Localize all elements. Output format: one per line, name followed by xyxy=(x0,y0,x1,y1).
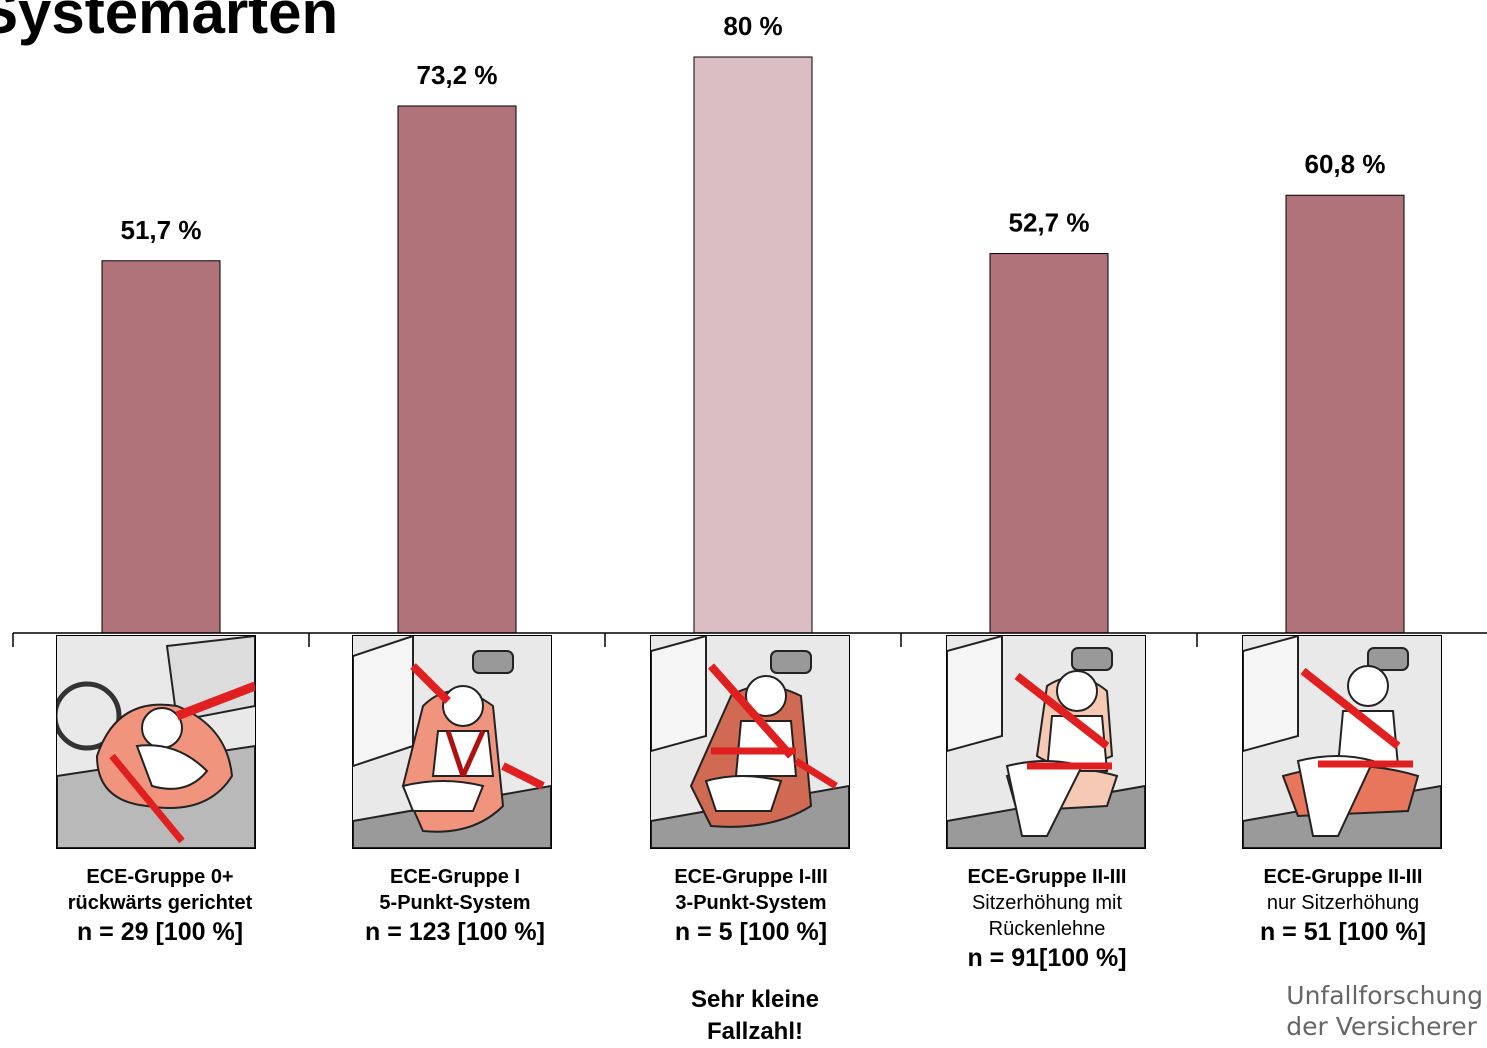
logo-line-2: der Versicherer xyxy=(1286,1012,1477,1041)
bar-value-label: 52,7 % xyxy=(1009,208,1090,238)
three-point-belt-seat-icon xyxy=(650,635,850,849)
category-name: ECE-Gruppe II-III xyxy=(967,866,1127,888)
category-caption: ECE-Gruppe 0+ rückwärts gerichtet n = 29… xyxy=(30,864,290,948)
sample-size: n = 29 [100 %] xyxy=(76,918,244,946)
sample-size: n = 91[100 %] xyxy=(967,944,1127,972)
sample-size: n = 51 [100 %] xyxy=(1259,918,1427,946)
category-description: rückwärts gerichtet xyxy=(67,892,253,914)
bar-value-label: 51,7 % xyxy=(121,215,202,245)
category-description: Sitzerhöhung mit xyxy=(971,892,1123,914)
sample-size: n = 5 [100 %] xyxy=(674,918,828,946)
booster-cushion-icon xyxy=(1242,635,1442,849)
category-name: ECE-Gruppe II-III xyxy=(1263,866,1423,888)
category-name: ECE-Gruppe I-III xyxy=(674,866,828,888)
category-caption: ECE-Gruppe I 5-Punkt-System n = 123 [100… xyxy=(325,864,585,948)
sample-size: n = 123 [100 %] xyxy=(365,918,545,946)
category-description-line2: Rückenlehne xyxy=(988,918,1106,940)
small-sample-note: Sehr kleine Fallzahl! xyxy=(625,984,885,1048)
infant-carrier-icon xyxy=(56,635,256,849)
category-description: nur Sitzerhöhung xyxy=(1266,892,1420,914)
bar xyxy=(693,56,813,634)
page-title: Systemarten xyxy=(0,0,339,46)
category-caption: ECE-Gruppe II-III nur Sitzerhöhung n = 5… xyxy=(1213,864,1473,948)
bar-value-label: 73,2 % xyxy=(417,60,498,90)
note-line-2: Fallzahl! xyxy=(706,1018,803,1045)
category-description: 3-Punkt-System xyxy=(675,892,827,914)
category-caption: ECE-Gruppe II-III Sitzerhöhung mit Rücke… xyxy=(917,864,1177,974)
booster-seat-with-backrest-icon xyxy=(946,635,1146,849)
category-caption: ECE-Gruppe I-III 3-Punkt-System n = 5 [1… xyxy=(621,864,881,948)
note-line-1: Sehr kleine xyxy=(690,986,820,1013)
category-description: 5-Punkt-System xyxy=(379,892,531,914)
bar xyxy=(989,253,1109,634)
bar xyxy=(397,105,517,634)
bar-chart: 51,7 % 73,2 % 80 % 52,7 % 60,8 % xyxy=(12,11,1487,647)
bar-value-label: 80 % xyxy=(723,11,782,41)
category-name: ECE-Gruppe 0+ xyxy=(86,866,234,888)
bar xyxy=(101,260,221,634)
logo: Unfallforschung der Versicherer xyxy=(1286,980,1483,1042)
bar xyxy=(1285,194,1405,634)
five-point-harness-seat-icon xyxy=(352,635,552,849)
bar-value-label: 60,8 % xyxy=(1305,149,1386,179)
logo-line-1: Unfallforschung xyxy=(1286,981,1483,1010)
category-name: ECE-Gruppe I xyxy=(389,866,520,888)
